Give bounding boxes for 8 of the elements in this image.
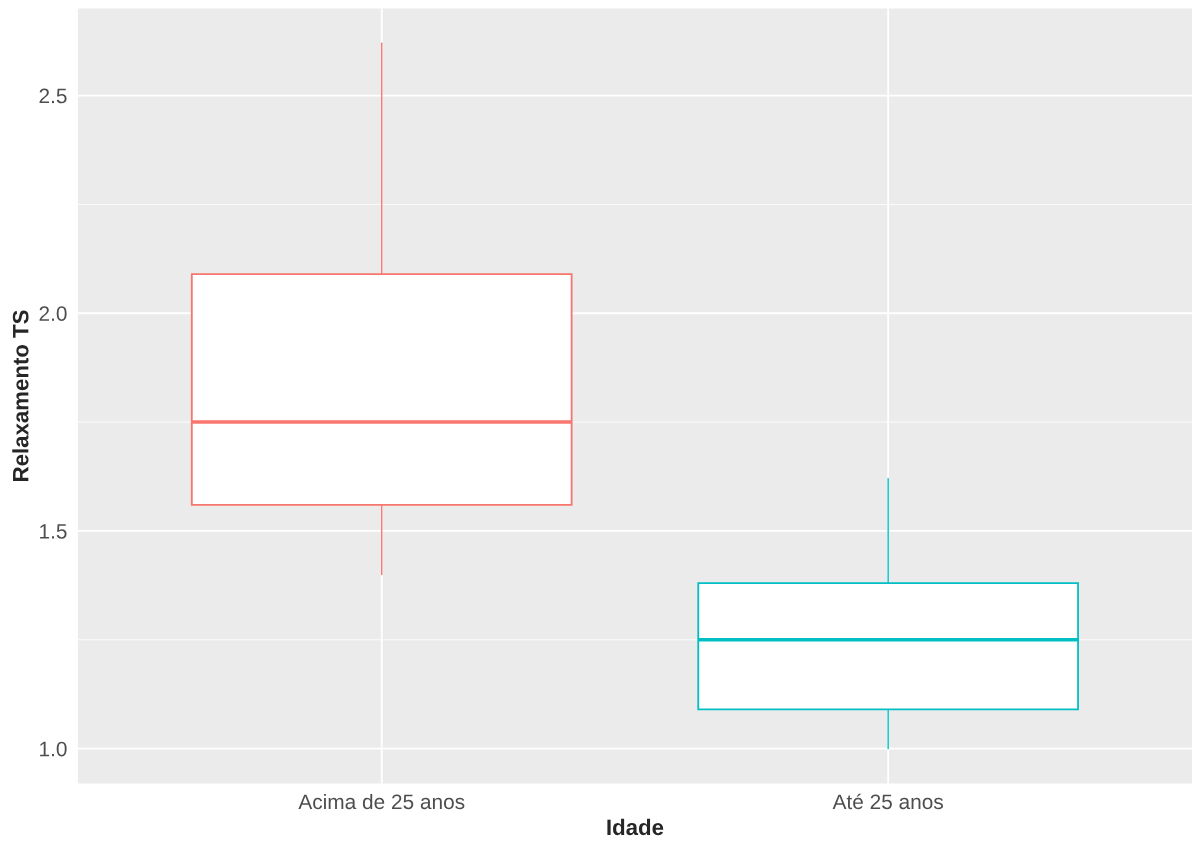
y-tick-label: 1.0: [40, 741, 67, 757]
x-axis-title: Idade: [607, 818, 664, 836]
x-tick-label: Acima de 25 anos: [298, 793, 465, 810]
x-tick-label: Até 25 anos: [832, 793, 943, 810]
y-tick-label: 2.0: [39, 306, 67, 321]
y-tick-label: 1.5: [40, 524, 67, 539]
y-tick-label: 2.5: [39, 88, 67, 104]
y-axis-title: Relaxamento TS: [12, 310, 29, 481]
